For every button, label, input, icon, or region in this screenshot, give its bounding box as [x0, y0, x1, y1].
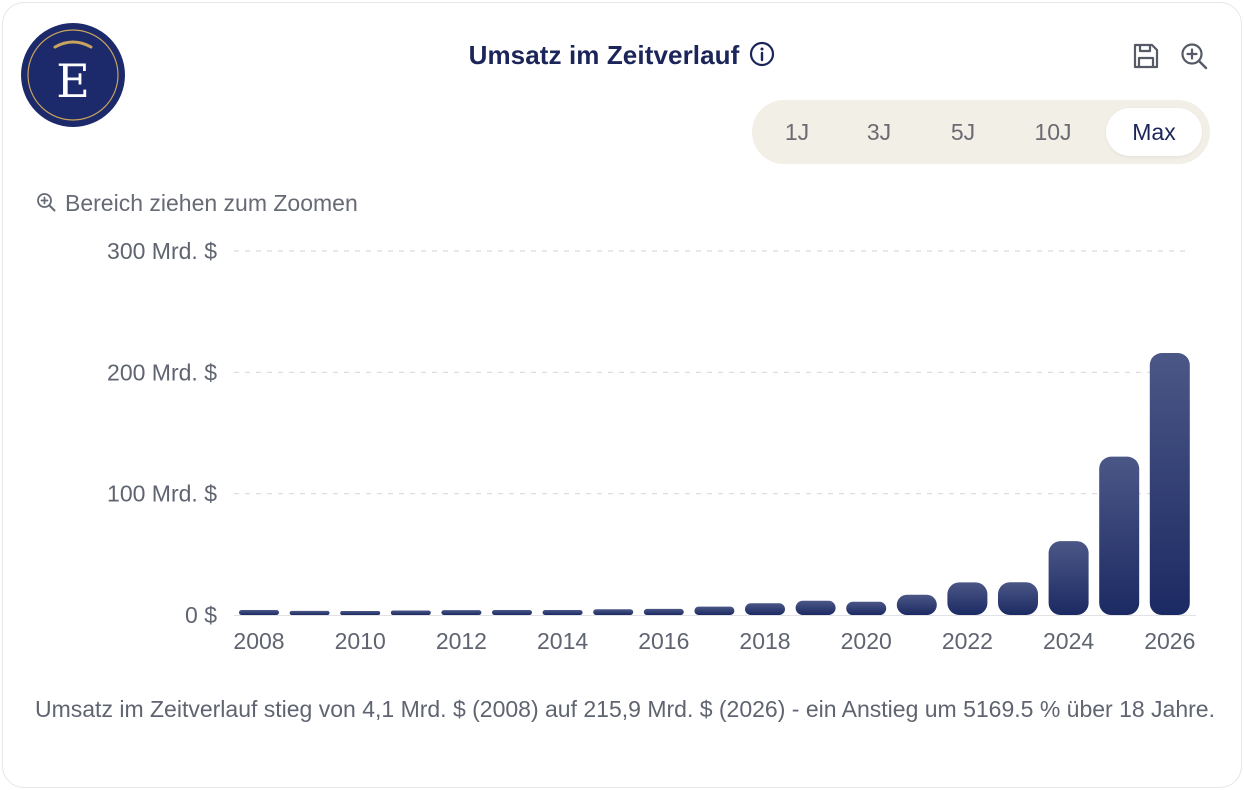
bars [239, 353, 1190, 615]
y-tick-label: 0 $ [185, 602, 217, 628]
y-tick-label: 300 Mrd. $ [107, 238, 217, 264]
y-tick-label: 100 Mrd. $ [107, 481, 217, 507]
x-tick-label: 2010 [335, 628, 386, 654]
chart-header: Umsatz im Zeitverlauf [0, 40, 1244, 74]
save-button[interactable] [1130, 40, 1162, 72]
bar-2018[interactable] [745, 603, 785, 615]
range-button-5j[interactable]: 5J [950, 119, 976, 145]
bar-2021[interactable] [896, 594, 937, 615]
x-tick-label: 2026 [1144, 628, 1195, 654]
range-button-10j[interactable]: 10J [1034, 119, 1072, 145]
zoom-in-icon [1181, 43, 1208, 70]
bar-2020[interactable] [846, 601, 887, 615]
x-tick-label: 2024 [1043, 628, 1094, 654]
x-tick-label: 2020 [841, 628, 892, 654]
bar-2008[interactable] [239, 610, 279, 615]
zoom-hint-icon [35, 191, 57, 219]
logo-emblem-icon: E [27, 29, 119, 121]
info-icon[interactable] [749, 41, 775, 74]
y-tick-label: 200 Mrd. $ [107, 359, 217, 385]
bar-2026[interactable] [1149, 353, 1190, 615]
x-tick-label: 2016 [638, 628, 689, 654]
x-tick-label: 2008 [233, 628, 284, 654]
bar-2019[interactable] [795, 600, 836, 615]
x-tick-label: 2022 [942, 628, 993, 654]
logo-letter: E [56, 54, 90, 108]
zoom-hint: Bereich ziehen zum Zoomen [35, 190, 358, 219]
save-icon [1133, 43, 1159, 69]
chart-summary: Umsatz im Zeitverlauf stieg von 4,1 Mrd.… [35, 696, 1215, 722]
bar-2025[interactable] [1099, 456, 1140, 615]
bar-2013[interactable] [492, 610, 532, 615]
x-tick-label: 2018 [739, 628, 790, 654]
x-tick-label: 2012 [436, 628, 487, 654]
bar-2010[interactable] [340, 610, 381, 615]
chart-title: Umsatz im Zeitverlauf [468, 40, 740, 70]
x-axis: 2008 2010 2012 2014 2016 2018 2020 2022 2024 2026 [233, 628, 1195, 654]
grid-lines [234, 250, 1196, 616]
bar-2015[interactable] [593, 609, 634, 615]
bar-2022[interactable] [947, 582, 988, 615]
x-tick-label: 2014 [537, 628, 588, 654]
bar-2017[interactable] [694, 606, 735, 615]
company-logo: E [21, 23, 125, 127]
zoom-in-button[interactable] [1178, 40, 1210, 72]
zoom-hint-text: Bereich ziehen zum Zoomen [65, 190, 358, 216]
bar-2024[interactable] [1048, 541, 1089, 615]
bar-2012[interactable] [441, 610, 482, 615]
bar-2014[interactable] [542, 610, 583, 615]
range-button-3j[interactable]: 3J [866, 119, 892, 145]
y-axis: 0 $ 100 Mrd. $ 200 Mrd. $ 300 Mrd. $ [107, 238, 217, 628]
revenue-bar-chart[interactable]: 0 $100 Mrd. $200 Mrd. $300 Mrd. $ 2008 20… [0, 0, 1244, 690]
range-button-max[interactable]: Max [1106, 108, 1202, 156]
bar-2011[interactable] [390, 610, 431, 615]
bar-2009[interactable] [289, 610, 330, 615]
time-range-selector: 1J 3J 5J 10J Max [752, 100, 1210, 164]
bar-2023[interactable] [998, 582, 1038, 615]
bar-2016[interactable] [643, 608, 684, 615]
range-button-1j[interactable]: 1J [784, 119, 810, 145]
